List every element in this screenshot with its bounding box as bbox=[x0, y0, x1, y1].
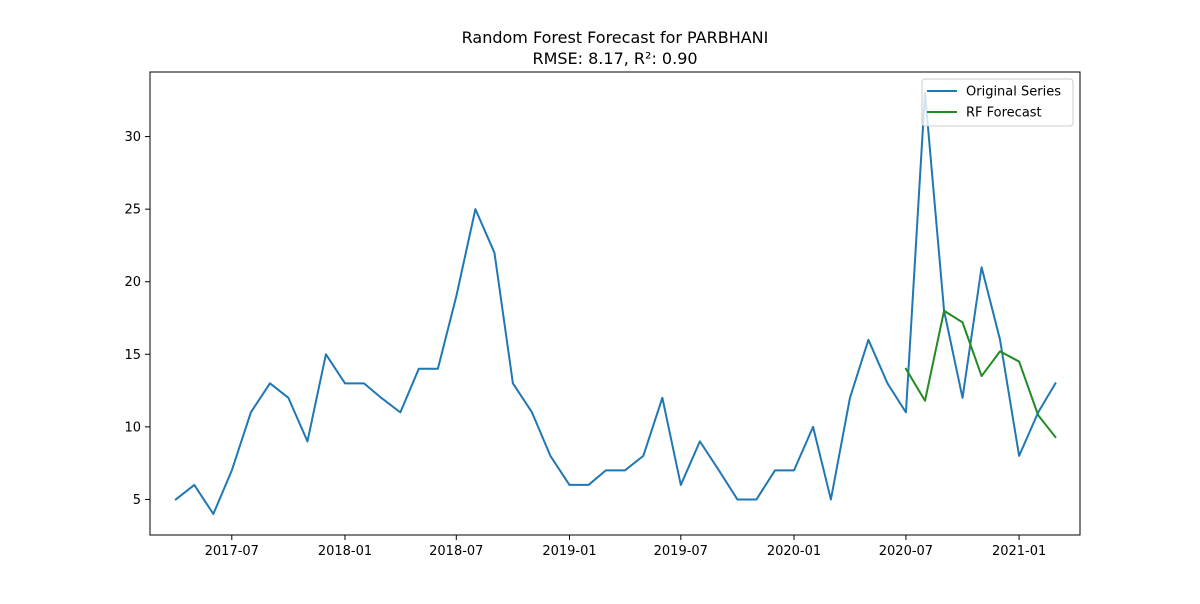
y-tick-label: 15 bbox=[124, 348, 141, 363]
legend-label: RF Forecast bbox=[966, 106, 1042, 121]
chart-subtitle: RMSE: 8.17, R²: 0.90 bbox=[532, 49, 697, 68]
x-tick-label: 2018-07 bbox=[429, 544, 483, 559]
plot-area bbox=[150, 72, 1080, 535]
series-group bbox=[174, 92, 1057, 515]
x-tick-label: 2020-01 bbox=[767, 544, 821, 559]
x-tick-label: 2018-01 bbox=[318, 544, 372, 559]
x-axis: 2017-07 2018-01 2018-07 2019-01 2019-07 2020-… bbox=[205, 535, 1046, 559]
y-tick-label: 5 bbox=[133, 493, 141, 508]
y-tick-label: 10 bbox=[124, 420, 141, 435]
y-tick-label: 25 bbox=[124, 203, 141, 218]
y-tick-label: 30 bbox=[124, 130, 141, 145]
legend: Original Series RF Forecast bbox=[921, 78, 1074, 127]
x-tick-label: 2021-01 bbox=[992, 544, 1046, 559]
legend-label: Original Series bbox=[966, 85, 1061, 100]
x-tick-label: 2019-07 bbox=[654, 544, 708, 559]
x-tick-label: 2017-07 bbox=[205, 544, 259, 559]
plot-background bbox=[150, 72, 1080, 535]
series-line-0 bbox=[174, 92, 1057, 515]
chart-title: Random Forest Forecast for PARBHANI bbox=[462, 28, 769, 47]
y-axis: 5 10 15 20 25 30 bbox=[124, 130, 150, 508]
series-line-1 bbox=[904, 309, 1057, 439]
x-tick-label: 2020-07 bbox=[879, 544, 933, 559]
plot-frame bbox=[149, 71, 1081, 536]
legend-box bbox=[921, 78, 1074, 127]
y-tick-label: 20 bbox=[124, 275, 141, 290]
x-tick-label: 2019-01 bbox=[542, 544, 596, 559]
